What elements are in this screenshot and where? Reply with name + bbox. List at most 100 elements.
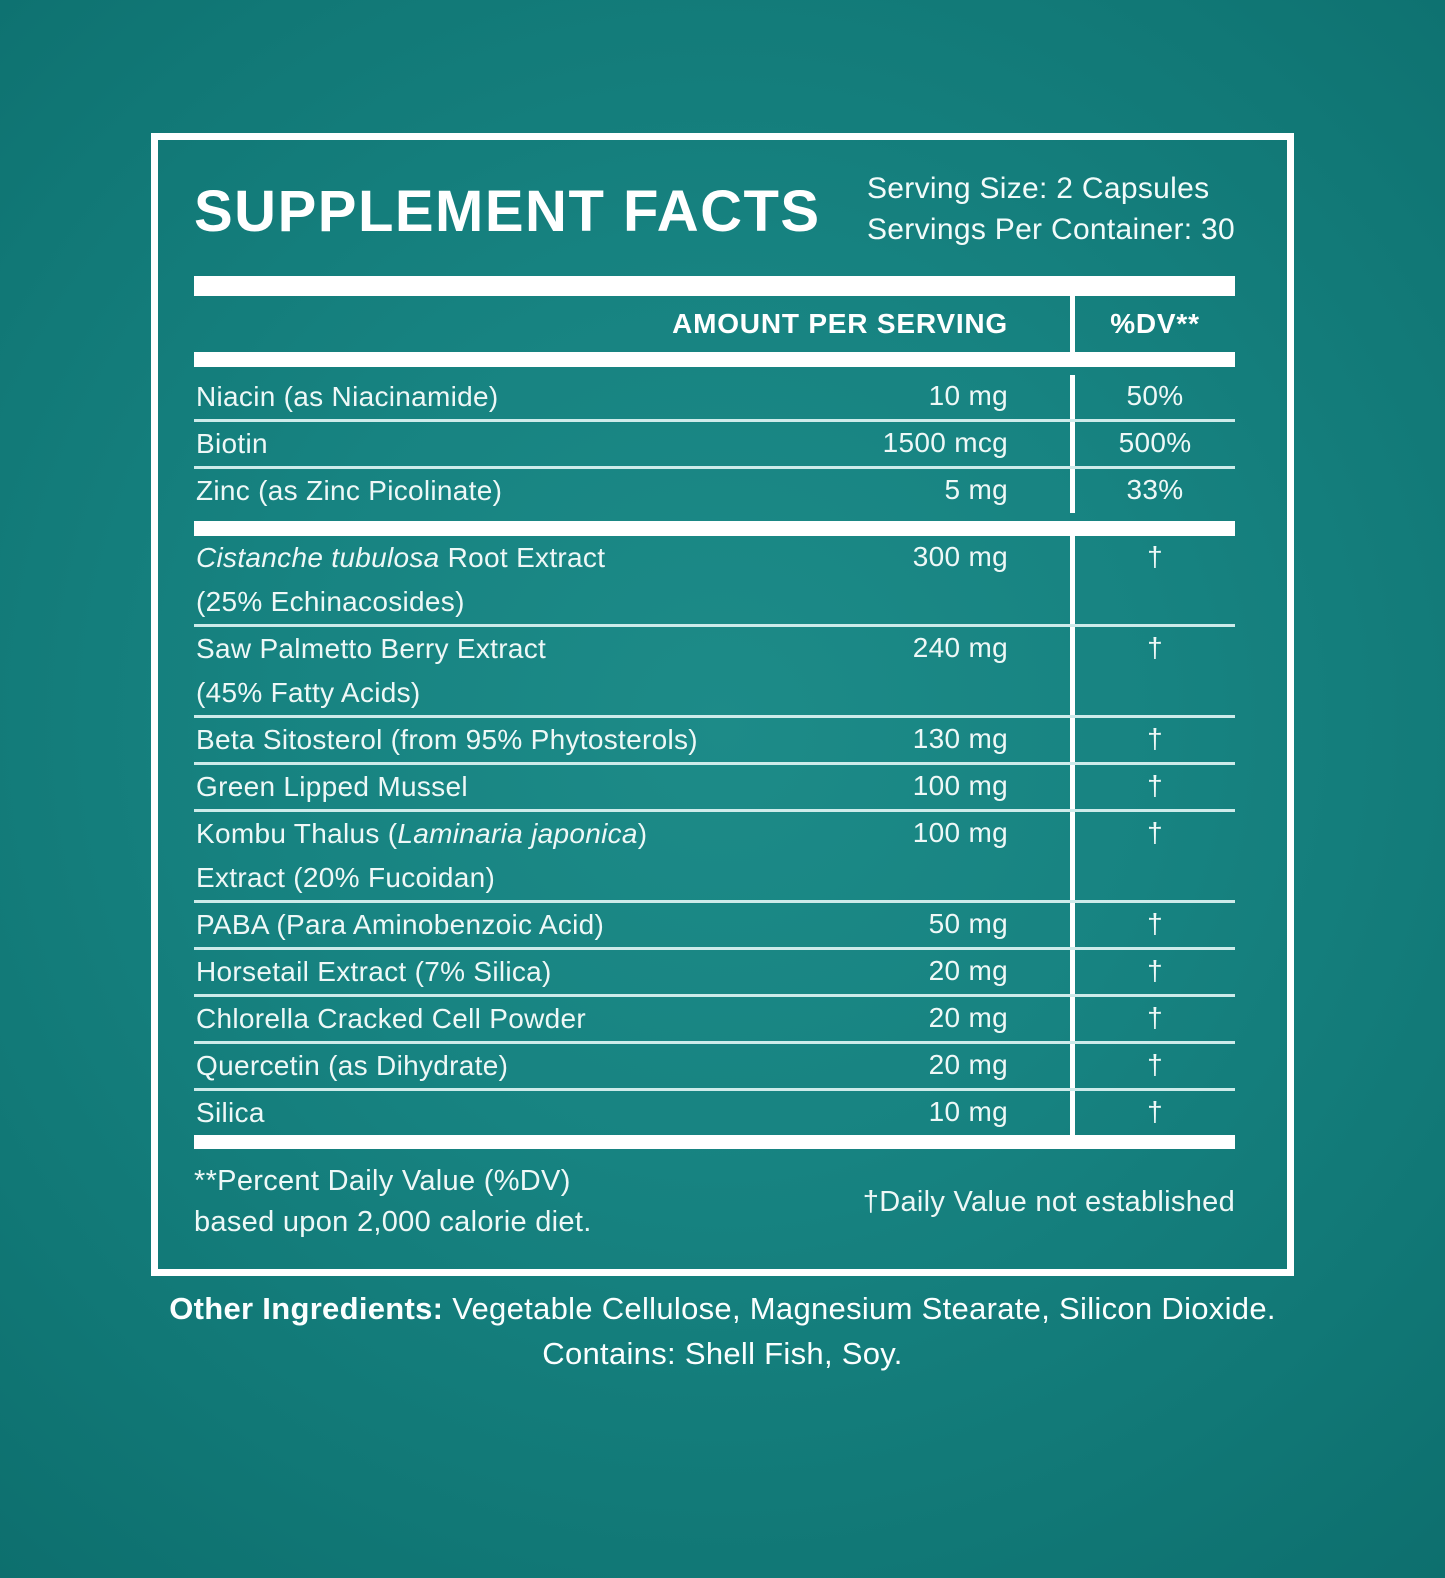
amount-value: 20 mg <box>928 1002 1008 1033</box>
ingredient-name: PABA (Para Aminobenzoic Acid) <box>194 903 768 947</box>
ingredient-name-text: Silica <box>196 1097 265 1128</box>
ingredient-name-line1: Kombu Thalus (Laminaria japonica) <box>196 817 768 851</box>
dv-value: † <box>1070 1044 1235 1088</box>
ingredient-name-line1: Biotin <box>196 427 768 461</box>
ingredient-name-line1: Chlorella Cracked Cell Powder <box>196 1002 768 1036</box>
panel-title: SUPPLEMENT FACTS <box>194 179 821 244</box>
percent-dv-note: **Percent Daily Value (%DV) based upon 2… <box>194 1161 592 1243</box>
amount-value: 100 mg <box>912 817 1008 848</box>
table-row: Silica 10 mg † <box>194 1088 1235 1135</box>
dv-value: † <box>1070 765 1235 809</box>
divider-bar-top <box>194 276 1235 296</box>
ingredient-name: Silica <box>194 1091 768 1135</box>
panel-header: SUPPLEMENT FACTS Serving Size: 2 Capsule… <box>194 168 1235 250</box>
ingredient-name: Beta Sitosterol (from 95% Phytosterols) <box>194 718 768 762</box>
ingredient-name: Saw Palmetto Berry Extract (45% Fatty Aci… <box>194 627 768 715</box>
ingredient-name-text: Biotin <box>196 428 268 459</box>
footnotes: **Percent Daily Value (%DV) based upon 2… <box>194 1149 1235 1253</box>
dv-value: † <box>1070 718 1235 762</box>
column-header-dv: %DV** <box>1070 296 1235 352</box>
dv-value: † <box>1070 812 1235 900</box>
table-row: Zinc (as Zinc Picolinate) 5 mg 33% <box>194 466 1235 513</box>
amount-value: 5 mg <box>944 474 1008 505</box>
other-ingredients-text: Vegetable Cellulose, Magnesium Stearate,… <box>443 1291 1276 1326</box>
amount-value: 1500 mcg <box>882 427 1008 458</box>
ingredient-name-line2: (45% Fatty Acids) <box>196 677 421 708</box>
ingredient-name-line1: Quercetin (as Dihydrate) <box>196 1049 768 1083</box>
ingredient-name-text: Root Extract <box>439 542 606 573</box>
servings-per-container: Servings Per Container: 30 <box>867 213 1235 246</box>
divider-bar-bottom <box>194 1135 1235 1149</box>
percent-dv-note-line2: based upon 2,000 calorie diet. <box>194 1206 592 1238</box>
table-row: Quercetin (as Dihydrate) 20 mg † <box>194 1041 1235 1088</box>
dv-value: † <box>1070 536 1235 624</box>
ingredient-name-text: Chlorella Cracked Cell Powder <box>196 1003 586 1034</box>
ingredient-name-line1: Cistanche tubulosa Root Extract <box>196 541 768 575</box>
ingredient-name: Chlorella Cracked Cell Powder <box>194 997 768 1041</box>
dv-value: † <box>1070 997 1235 1041</box>
dv-value: 500% <box>1070 422 1235 466</box>
table-row: Horsetail Extract (7% Silica) 20 mg † <box>194 947 1235 994</box>
dv-value: 33% <box>1070 469 1235 513</box>
amount-value: 20 mg <box>928 955 1008 986</box>
ingredient-name-text: Green Lipped Mussel <box>196 771 468 802</box>
botanicals-section: Cistanche tubulosa Root Extract (25% Echi… <box>194 536 1235 1135</box>
contains-note: Contains: Shell Fish, Soy. <box>542 1336 903 1371</box>
amount-value: 130 mg <box>912 723 1008 754</box>
ingredient-name-line1: Beta Sitosterol (from 95% Phytosterols) <box>196 723 768 757</box>
dv-value: 50% <box>1070 375 1235 419</box>
ingredient-name: Quercetin (as Dihydrate) <box>194 1044 768 1088</box>
ingredient-name-latin: Laminaria japonica <box>397 818 638 849</box>
ingredient-name-text: Quercetin (as Dihydrate) <box>196 1050 509 1081</box>
table-row: Beta Sitosterol (from 95% Phytosterols) 1… <box>194 715 1235 762</box>
ingredient-name: Cistanche tubulosa Root Extract (25% Echi… <box>194 536 768 624</box>
ingredient-name-text: PABA (Para Aminobenzoic Acid) <box>196 909 605 940</box>
ingredient-name-text: Zinc (as Zinc Picolinate) <box>196 475 503 506</box>
ingredient-name-line1: PABA (Para Aminobenzoic Acid) <box>196 908 768 942</box>
ingredient-name-text: Beta Sitosterol (from 95% Phytosterols) <box>196 724 698 755</box>
amount-value: 10 mg <box>928 380 1008 411</box>
ingredient-name-line1: Silica <box>196 1096 768 1130</box>
amount-value: 240 mg <box>912 632 1008 663</box>
dv-value: † <box>1070 627 1235 715</box>
ingredient-name: Biotin <box>194 422 768 466</box>
ingredient-name: Horsetail Extract (7% Silica) <box>194 950 768 994</box>
ingredient-name-line1: Saw Palmetto Berry Extract <box>196 632 768 666</box>
column-header-amount: AMOUNT PER SERVING <box>672 308 1008 339</box>
ingredient-name-text: Saw Palmetto Berry Extract <box>196 633 547 664</box>
table-row: PABA (Para Aminobenzoic Acid) 50 mg † <box>194 900 1235 947</box>
table-row: Chlorella Cracked Cell Powder 20 mg † <box>194 994 1235 1041</box>
ingredient-name-text: ) <box>637 818 648 849</box>
ingredient-name-line1: Zinc (as Zinc Picolinate) <box>196 474 768 508</box>
ingredient-name: Niacin (as Niacinamide) <box>194 375 768 419</box>
table-row: Niacin (as Niacinamide) 10 mg 50% <box>194 375 1235 419</box>
ingredient-name-text: Niacin (as Niacinamide) <box>196 381 499 412</box>
ingredient-name-line2: (25% Echinacosides) <box>196 586 465 617</box>
amount-value: 10 mg <box>928 1096 1008 1127</box>
dv-value: † <box>1070 950 1235 994</box>
other-ingredients-label: Other Ingredients: <box>169 1291 444 1326</box>
percent-dv-note-line1: **Percent Daily Value (%DV) <box>194 1165 571 1197</box>
serving-size: Serving Size: 2 Capsules <box>867 172 1210 205</box>
table-row: Green Lipped Mussel 100 mg † <box>194 762 1235 809</box>
amount-value: 20 mg <box>928 1049 1008 1080</box>
table-header-row: AMOUNT PER SERVING %DV** <box>194 296 1235 352</box>
ingredient-name-latin: Cistanche tubulosa <box>196 542 440 573</box>
table-row: Biotin 1500 mcg 500% <box>194 419 1235 466</box>
ingredient-name-line2: Extract (20% Fucoidan) <box>196 862 496 893</box>
dv-not-established-note: †Daily Value not established <box>862 1185 1235 1218</box>
supplement-facts-panel: SUPPLEMENT FACTS Serving Size: 2 Capsule… <box>151 133 1294 1276</box>
ingredient-name: Zinc (as Zinc Picolinate) <box>194 469 768 513</box>
amount-value: 50 mg <box>928 908 1008 939</box>
vitamins-section: Niacin (as Niacinamide) 10 mg 50% Biotin 150… <box>194 367 1235 521</box>
serving-info: Serving Size: 2 Capsules Servings Per Co… <box>867 168 1235 250</box>
amount-value: 100 mg <box>912 770 1008 801</box>
ingredient-name-text: Horsetail Extract (7% Silica) <box>196 956 552 987</box>
table-row: Saw Palmetto Berry Extract (45% Fatty Aci… <box>194 624 1235 715</box>
dv-value: † <box>1070 1091 1235 1135</box>
table-row: Cistanche tubulosa Root Extract (25% Echi… <box>194 536 1235 624</box>
divider-bar-below-header <box>194 352 1235 367</box>
ingredient-name: Kombu Thalus (Laminaria japonica) Extract… <box>194 812 768 900</box>
ingredient-name-line1: Niacin (as Niacinamide) <box>196 380 768 414</box>
dv-value: † <box>1070 903 1235 947</box>
